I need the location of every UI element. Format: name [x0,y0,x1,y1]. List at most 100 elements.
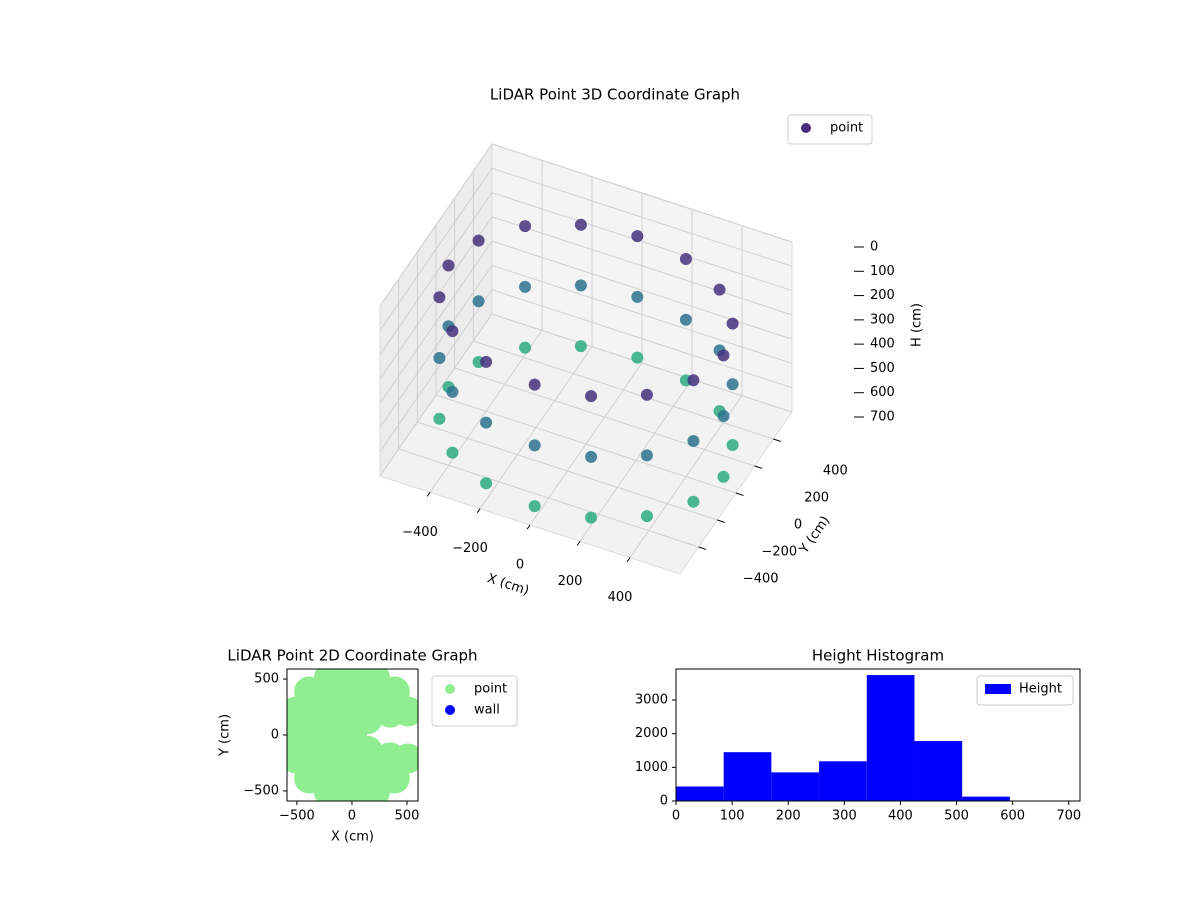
y-tick-label: 0 [660,794,668,809]
bar [819,761,867,801]
grid-line [379,240,493,404]
data-point [640,449,653,462]
y-tick-label: 2000 [635,726,668,741]
data-point [631,351,644,364]
data-point [717,470,730,483]
grid-line [379,192,493,355]
legend-label: Height [1019,682,1062,697]
x-tick-label: 100 [720,809,745,824]
data-point [287,720,307,750]
grid-line [491,264,793,364]
bar [723,752,772,801]
bar [962,796,1010,801]
x-tick-label: 400 [888,809,913,824]
data-point [585,511,598,524]
data-point [687,374,700,387]
bar [866,675,915,801]
data-point [640,388,653,401]
tick-mark [526,524,531,530]
x-tick-label: 300 [832,809,857,824]
data-point [480,477,493,490]
grid-line [491,143,793,243]
legend-label: wall [474,703,500,718]
x-tick-label: −200 [452,541,488,556]
data-point [472,234,485,247]
y-tick-label: −500 [243,783,279,798]
grid-line [379,168,493,331]
z-tick-label: 200 [870,288,895,303]
grid-line [398,448,699,548]
data-point [519,220,532,233]
data-point [574,340,587,353]
data-point [433,412,446,425]
data-point [360,669,391,694]
data-point [519,280,532,293]
x-tick-label: 400 [608,590,633,605]
x-axis-label: X (cm) [331,830,374,845]
data-point [713,283,726,296]
legend-swatch [985,684,1011,694]
x-tick-label: 0 [672,809,680,824]
tick-mark [426,492,431,497]
x-tick-label: 0 [348,809,356,824]
chart-title: LiDAR Point 3D Coordinate Graph [490,86,740,104]
grid-line [473,340,774,440]
x-tick-label: 500 [944,809,969,824]
x-tick-label: −500 [279,809,315,824]
data-point [717,349,730,362]
y-axis-label: Y (cm) [218,714,233,757]
tick-mark [698,546,707,550]
data-point [717,410,730,423]
x-tick-label: 500 [395,809,420,824]
grid-line [379,289,493,452]
tick-mark [576,541,581,546]
y-tick-label: 400 [823,464,848,479]
grid-line [435,394,737,494]
data-point [287,696,312,727]
chart-title: LiDAR Point 2D Coordinate Graph [227,647,477,665]
legend-swatch [445,684,455,694]
data-point [433,291,446,304]
grid-line [417,421,718,521]
legend-swatch [801,123,811,133]
legend-label: point [474,682,507,697]
data-point [442,259,455,272]
grid-line [491,289,793,389]
grid-line [491,216,793,316]
tick-mark [735,492,744,496]
axes-frame [675,668,1081,802]
chart-title: Height Histogram [812,647,944,665]
data-point [352,735,383,766]
data-point [726,438,739,451]
data-point [528,500,541,513]
grid-line [454,367,755,467]
tick-mark [626,557,631,563]
data-point [679,252,692,265]
z-tick-label: 600 [870,385,895,400]
tick-mark [476,508,481,514]
z-tick-label: 400 [870,337,895,352]
data-point [585,390,598,403]
data-point [519,341,532,354]
z-axis-label: H (cm) [910,303,925,347]
data-point [640,510,653,523]
y-tick-label: 0 [794,518,802,533]
bar [771,772,820,801]
z-tick-label: 100 [870,264,895,279]
y-tick-label: −200 [761,545,797,560]
legend-box [787,114,873,145]
tick-mark [773,438,781,442]
data-point [392,743,418,774]
data-point [687,434,700,447]
data-point [574,218,587,231]
bar [914,741,963,801]
z-tick-label: 700 [870,410,895,425]
data-point [528,439,541,452]
legend-box [976,675,1074,706]
data-point [446,446,459,459]
x-tick-label: 600 [1000,809,1025,824]
tick-mark [717,519,725,523]
y-tick-label: 200 [804,491,829,506]
y-tick-label: 1000 [635,760,668,775]
